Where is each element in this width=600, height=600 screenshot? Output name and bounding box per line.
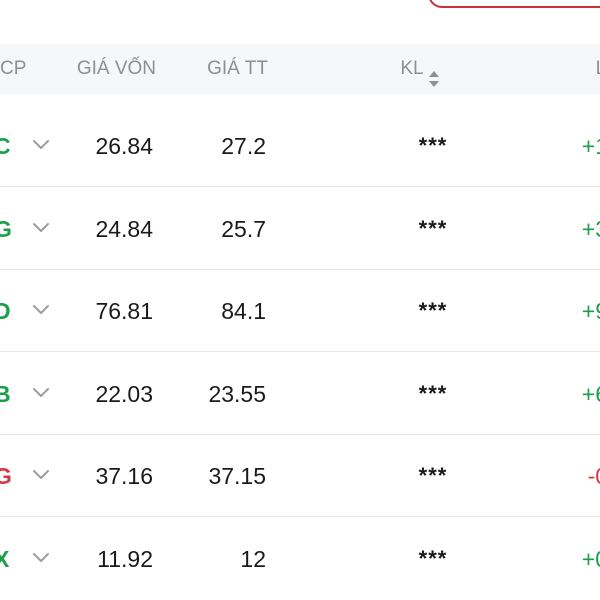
chevron-down-icon[interactable] bbox=[30, 270, 52, 352]
cost-price: 11.92 bbox=[97, 546, 153, 572]
table-row[interactable]: D 76.81 84.1 *** +9.48 bbox=[0, 270, 600, 352]
table-row[interactable]: C 26.84 27.2 *** +1.34 bbox=[0, 105, 600, 187]
header-volume[interactable]: KL bbox=[380, 44, 460, 94]
table-row[interactable]: B 22.03 23.55 *** +6.89 bbox=[0, 353, 600, 435]
volume-hidden: *** bbox=[418, 133, 448, 158]
cost-price: 22.03 bbox=[95, 381, 153, 407]
header-symbol: CP bbox=[0, 58, 27, 79]
stock-symbol[interactable]: G bbox=[0, 216, 12, 242]
table-row[interactable]: G 37.16 37.15 *** -0.01 bbox=[0, 435, 600, 517]
market-price: 37.15 bbox=[208, 463, 266, 489]
volume-hidden: *** bbox=[418, 546, 448, 571]
chevron-down-icon[interactable] bbox=[30, 188, 52, 270]
sort-up-down-icon[interactable] bbox=[428, 58, 440, 87]
profit-loss: +6.89 bbox=[581, 381, 600, 407]
stock-symbol[interactable]: G bbox=[0, 463, 12, 489]
cost-price: 37.16 bbox=[95, 463, 153, 489]
profit-loss: +1.34 bbox=[581, 133, 600, 159]
profit-loss: -0.01 bbox=[587, 463, 600, 489]
market-price: 27.2 bbox=[221, 133, 266, 159]
cost-price: 26.84 bbox=[95, 133, 153, 159]
volume-hidden: *** bbox=[418, 216, 448, 241]
volume-hidden: *** bbox=[418, 463, 448, 488]
row-divider bbox=[0, 186, 600, 187]
row-divider bbox=[0, 351, 600, 352]
header-volume-label: KL bbox=[400, 58, 424, 79]
table-row[interactable]: G 24.84 25.7 *** +3.47 bbox=[0, 188, 600, 270]
stock-symbol[interactable]: X bbox=[0, 546, 10, 572]
cost-price: 24.84 bbox=[95, 216, 153, 242]
stock-symbol[interactable]: B bbox=[0, 381, 11, 407]
table-header: CP GIÁ VỐN GIÁ TT KL LÃI/L bbox=[0, 44, 600, 94]
row-divider bbox=[0, 269, 600, 270]
cost-price: 76.81 bbox=[95, 298, 153, 324]
volume-hidden: *** bbox=[418, 298, 448, 323]
row-divider bbox=[0, 434, 600, 435]
header-market-price: GIÁ TT bbox=[207, 58, 268, 79]
profit-loss: +9.48 bbox=[581, 298, 600, 324]
stock-symbol[interactable]: D bbox=[0, 298, 11, 324]
chevron-down-icon[interactable] bbox=[30, 518, 52, 600]
profit-loss: +3.47 bbox=[581, 216, 600, 242]
market-price: 12 bbox=[240, 546, 266, 572]
profit-loss: +0.70 bbox=[581, 546, 600, 572]
row-divider bbox=[0, 516, 600, 517]
market-price: 23.55 bbox=[208, 381, 266, 407]
market-price: 25.7 bbox=[221, 216, 266, 242]
chevron-down-icon[interactable] bbox=[30, 435, 52, 517]
header-profit-loss: LÃI/L bbox=[520, 44, 600, 94]
header-cost-price: GIÁ VỐN bbox=[76, 58, 156, 79]
chevron-down-icon[interactable] bbox=[30, 105, 52, 187]
volume-hidden: *** bbox=[418, 381, 448, 406]
stock-symbol[interactable]: C bbox=[0, 133, 11, 159]
table-row[interactable]: X 11.92 12 *** +0.70 bbox=[0, 518, 600, 600]
chevron-down-icon[interactable] bbox=[30, 353, 52, 435]
top-action-button[interactable] bbox=[428, 0, 600, 8]
market-price: 84.1 bbox=[221, 298, 266, 324]
